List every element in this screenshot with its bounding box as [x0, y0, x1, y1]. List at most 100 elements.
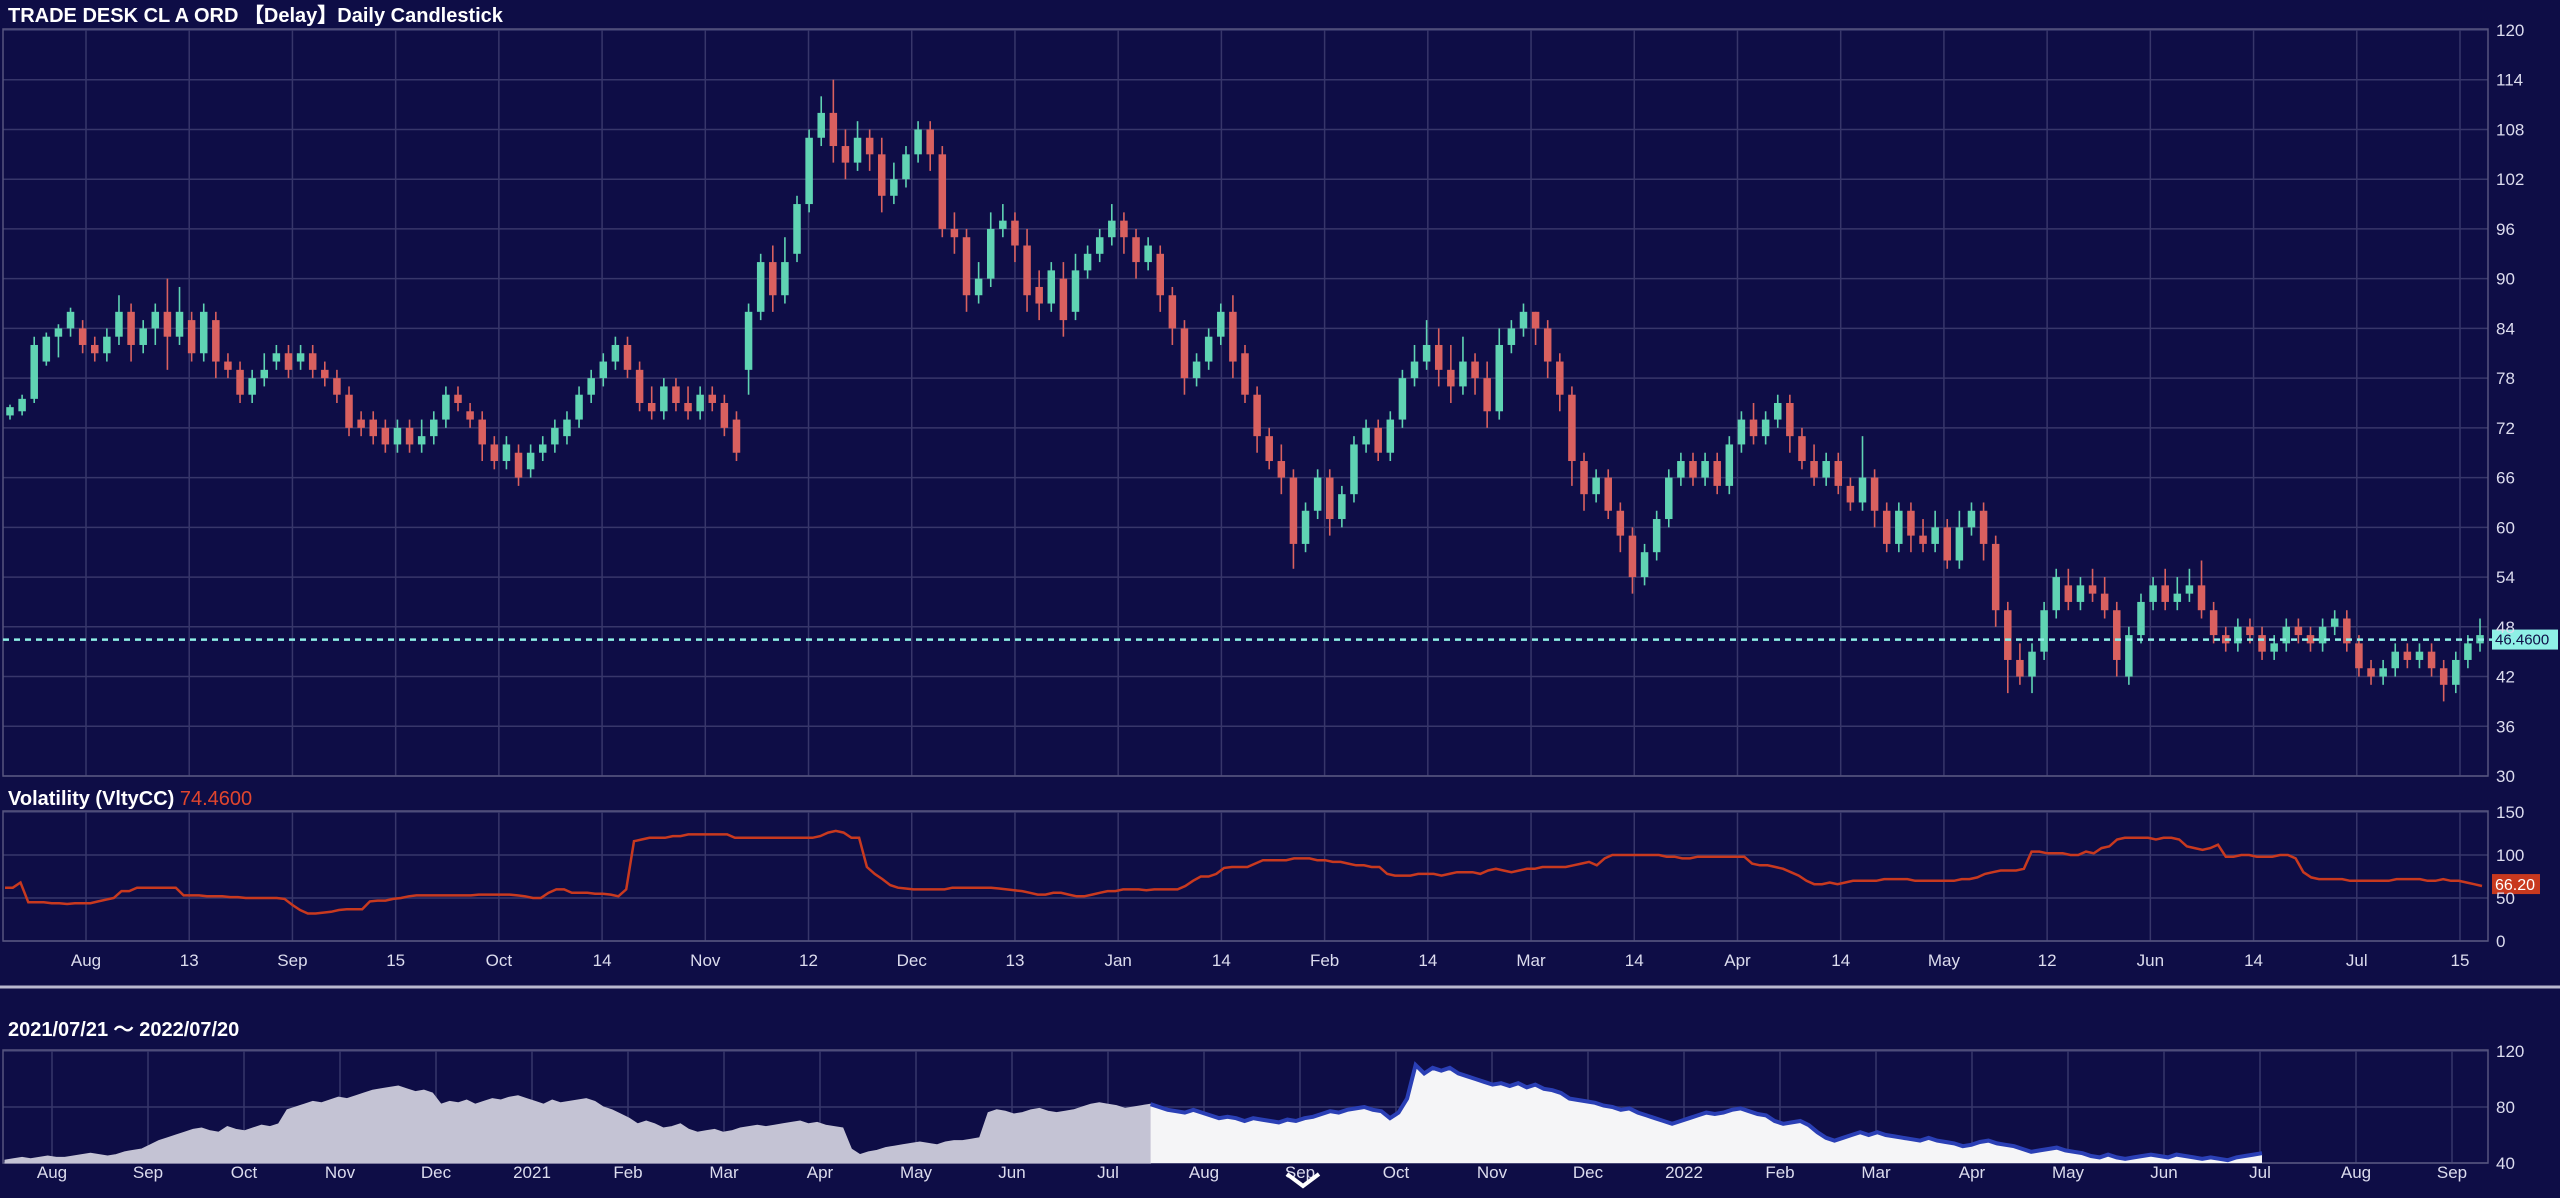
candle-up[interactable] — [2028, 643, 2036, 694]
candle-down[interactable] — [1713, 452, 1721, 495]
candle-up[interactable] — [42, 332, 51, 366]
candle-up[interactable] — [914, 121, 922, 163]
candle-down[interactable] — [212, 311, 220, 379]
candle-down[interactable] — [1870, 469, 1879, 528]
candle-up[interactable] — [18, 394, 26, 416]
candle-up[interactable] — [2282, 618, 2291, 652]
candle-up[interactable] — [115, 295, 123, 345]
candle-down[interactable] — [1616, 502, 1625, 553]
candle-up[interactable] — [2415, 643, 2424, 669]
candle-down[interactable] — [1265, 427, 1273, 470]
candle-down[interactable] — [1810, 444, 1818, 486]
candle-up[interactable] — [1192, 353, 1201, 387]
candle-up[interactable] — [1071, 253, 1080, 321]
candle-up[interactable] — [2391, 643, 2399, 677]
candle-up[interactable] — [1725, 436, 1734, 495]
candle-down[interactable] — [2100, 577, 2109, 619]
candle-up[interactable] — [1047, 262, 1056, 312]
candle-down[interactable] — [1689, 452, 1697, 486]
candle-down[interactable] — [1253, 386, 1261, 453]
candle-down[interactable] — [2294, 618, 2303, 644]
candle-up[interactable] — [1640, 543, 1649, 586]
candle-down[interactable] — [345, 386, 353, 437]
candle-up[interactable] — [1592, 469, 1600, 503]
candle-down[interactable] — [369, 411, 377, 445]
candle-down[interactable] — [623, 336, 632, 379]
candle-down[interactable] — [1059, 262, 1068, 337]
candle-down[interactable] — [1168, 286, 1177, 345]
candle-down[interactable] — [78, 320, 87, 354]
candle-up[interactable] — [1386, 411, 1395, 462]
candle-up[interactable] — [2452, 651, 2460, 694]
candle-down[interactable] — [708, 386, 717, 412]
candle-up[interactable] — [1967, 502, 1976, 536]
candle-up[interactable] — [103, 328, 111, 362]
candle-up[interactable] — [660, 378, 668, 420]
candle-down[interactable] — [878, 137, 886, 213]
candle-up[interactable] — [1204, 328, 1213, 370]
candle-up[interactable] — [2185, 568, 2194, 602]
candle-up[interactable] — [587, 369, 595, 403]
candle-up[interactable] — [1931, 510, 1939, 553]
candle-up[interactable] — [1895, 502, 1903, 553]
candle-up[interactable] — [2149, 577, 2157, 611]
candle-up[interactable] — [563, 411, 571, 445]
candle-down[interactable] — [284, 344, 293, 379]
candle-down[interactable] — [2306, 626, 2315, 652]
candle-down[interactable] — [1471, 353, 1479, 395]
candle-down[interactable] — [2355, 635, 2363, 677]
candle-down[interactable] — [829, 79, 838, 163]
candle-down[interactable] — [1277, 444, 1286, 495]
chevron-down-icon[interactable] — [1285, 1172, 1321, 1189]
candle-up[interactable] — [1822, 452, 1830, 486]
candle-up[interactable] — [502, 436, 511, 470]
candle-down[interactable] — [1846, 477, 1855, 511]
candle-down[interactable] — [1907, 502, 1915, 553]
candle-up[interactable] — [1677, 452, 1685, 486]
candle-up[interactable] — [139, 320, 147, 354]
candle-up[interactable] — [599, 353, 608, 387]
candle-down[interactable] — [1919, 519, 1927, 553]
candle-down[interactable] — [1531, 311, 1540, 345]
candle-down[interactable] — [357, 411, 365, 437]
candle-down[interactable] — [2161, 568, 2169, 611]
candle-up[interactable] — [1362, 419, 1370, 453]
candle-down[interactable] — [308, 344, 317, 379]
candle-up[interactable] — [902, 146, 910, 188]
candle-up[interactable] — [890, 162, 898, 205]
candle-down[interactable] — [635, 361, 644, 412]
candle-down[interactable] — [647, 386, 656, 420]
candle-down[interactable] — [2427, 643, 2436, 677]
candle-up[interactable] — [1652, 510, 1661, 561]
candle-down[interactable] — [224, 353, 232, 379]
candle-down[interactable] — [1229, 295, 1237, 379]
candle-down[interactable] — [2004, 601, 2012, 694]
candle-down[interactable] — [2016, 643, 2024, 685]
candle-down[interactable] — [2439, 659, 2448, 702]
candle-up[interactable] — [1144, 237, 1152, 271]
candle-down[interactable] — [962, 228, 971, 312]
candle-up[interactable] — [793, 195, 801, 263]
candle-down[interactable] — [321, 361, 329, 387]
candle-down[interactable] — [490, 436, 499, 470]
candle-down[interactable] — [1568, 386, 1576, 486]
candle-down[interactable] — [2088, 568, 2097, 602]
candle-up[interactable] — [999, 204, 1007, 238]
candle-up[interactable] — [853, 121, 862, 171]
candle-down[interactable] — [2064, 568, 2073, 611]
candle-down[interactable] — [938, 146, 947, 238]
candle-up[interactable] — [1459, 336, 1467, 395]
candle-up[interactable] — [1519, 303, 1528, 337]
candle-up[interactable] — [611, 336, 620, 370]
candle-up[interactable] — [272, 344, 281, 370]
candle-up[interactable] — [6, 404, 14, 420]
candle-down[interactable] — [236, 361, 244, 403]
candle-down[interactable] — [1289, 469, 1298, 569]
candle-down[interactable] — [1798, 427, 1806, 470]
candle-down[interactable] — [2197, 560, 2206, 619]
candle-up[interactable] — [1737, 411, 1746, 453]
candle-up[interactable] — [430, 411, 438, 445]
candle-down[interactable] — [2209, 601, 2218, 644]
candle-down[interactable] — [1483, 361, 1491, 428]
candle-down[interactable] — [381, 419, 390, 453]
